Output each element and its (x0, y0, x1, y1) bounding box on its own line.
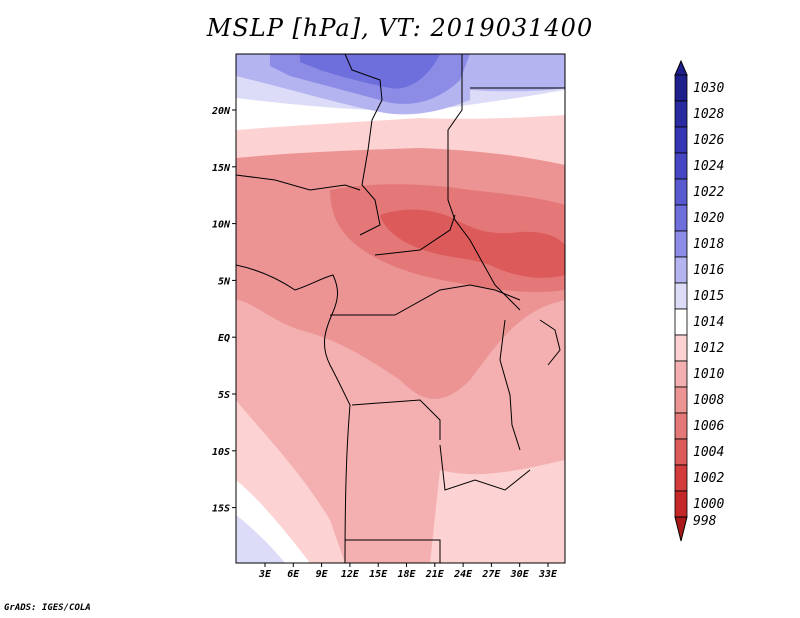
lon-label: 18E (397, 569, 416, 580)
colorbar-swatch (674, 282, 688, 310)
colorbar-bottom-arrow (674, 516, 688, 542)
pressure-field (236, 54, 565, 563)
colorbar-label: 1026 (693, 133, 724, 148)
lon-axis: 3E 6E 9E 12E 15E 18E 21E 24E 27E 30E 33E (258, 563, 558, 580)
colorbar-swatch (674, 126, 688, 154)
colorbar-swatch (674, 438, 688, 466)
colorbar-label: 1024 (693, 159, 724, 174)
field-ne-1016 (470, 54, 565, 92)
border-h (345, 539, 441, 563)
lat-label: EQ (218, 333, 230, 344)
lat-label: 5N (218, 276, 231, 287)
colorbar-top-arrow (674, 59, 688, 76)
colorbar-label: 1015 (693, 289, 724, 304)
colorbar-label: 1020 (693, 211, 724, 226)
lon-label: 3E (258, 569, 272, 580)
colorbar-label: 1028 (693, 107, 724, 122)
border-f (351, 399, 441, 440)
colorbar-label: 1000 (693, 497, 724, 512)
border-g (439, 444, 531, 491)
colorbar-label: 1018 (693, 237, 724, 252)
colorbar-label: 1012 (693, 341, 724, 356)
colorbar-label: 1016 (693, 263, 724, 278)
colorbar-swatch (674, 412, 688, 440)
colorbar-label: 1030 (693, 81, 724, 96)
lat-label: 15N (212, 163, 231, 174)
lon-label: 6E (287, 569, 300, 580)
lat-label: 5S (218, 390, 230, 401)
border-e (330, 284, 521, 316)
lake-victoria (539, 319, 561, 366)
colorbar-swatch (674, 256, 688, 284)
lon-label: 12E (341, 569, 360, 580)
colorbar: 1030 1028 1026 1024 1022 1020 1018 1016 1015 1014… (674, 59, 724, 542)
colorbar-swatch (674, 308, 688, 336)
lat-label: 20N (211, 106, 231, 117)
lat-label: 15S (212, 504, 230, 515)
colorbar-swatch (674, 100, 688, 128)
lon-label: 33E (538, 569, 558, 580)
lon-label: 9E (316, 569, 329, 580)
colorbar-swatch (674, 360, 688, 388)
colorbar-swatch (674, 464, 688, 492)
colorbar-swatch (674, 230, 688, 258)
lon-label: 24E (453, 569, 473, 580)
lat-label: 10S (212, 447, 230, 458)
colorbar-label: 1022 (693, 185, 724, 200)
colorbar-swatch (674, 386, 688, 414)
colorbar-swatch (674, 178, 688, 206)
colorbar-swatch (674, 152, 688, 180)
lat-axis: 20N 15N 10N 5N EQ 5S 10S 15S (211, 106, 236, 515)
lat-label: 10N (212, 220, 231, 231)
border-d (374, 214, 456, 256)
field-north-1020 (300, 54, 440, 89)
colorbar-swatch (674, 490, 688, 518)
boundaries (236, 54, 565, 563)
colorbar-label: 1014 (693, 315, 724, 330)
colorbar-label: 1006 (693, 419, 724, 434)
lon-label: 15E (369, 569, 388, 580)
colorbar-swatch (674, 204, 688, 232)
chart-title: MSLP [hPa], VT: 2019031400 (206, 14, 594, 42)
field-sw-1015 (236, 515, 285, 563)
map-frame (235, 53, 566, 564)
colorbar-swatch (674, 334, 688, 362)
colorbar-label: 998 (693, 514, 717, 529)
field-se-1012 (430, 460, 565, 563)
lakes-east (499, 319, 521, 451)
coastline-west (236, 264, 351, 563)
colorbar-label: 1008 (693, 393, 724, 408)
border-a (344, 54, 383, 236)
colorbar-label: 1004 (693, 445, 724, 460)
colorbar-label: 1010 (693, 367, 724, 382)
lon-label: 21E (425, 569, 445, 580)
colorbar-swatch (674, 74, 688, 102)
lon-label: 27E (481, 569, 501, 580)
border-c (236, 174, 361, 191)
border-b (447, 54, 521, 311)
credit-text: GrADS: IGES/COLA (4, 603, 91, 613)
colorbar-label: 1002 (693, 471, 724, 486)
lon-label: 30E (510, 569, 530, 580)
